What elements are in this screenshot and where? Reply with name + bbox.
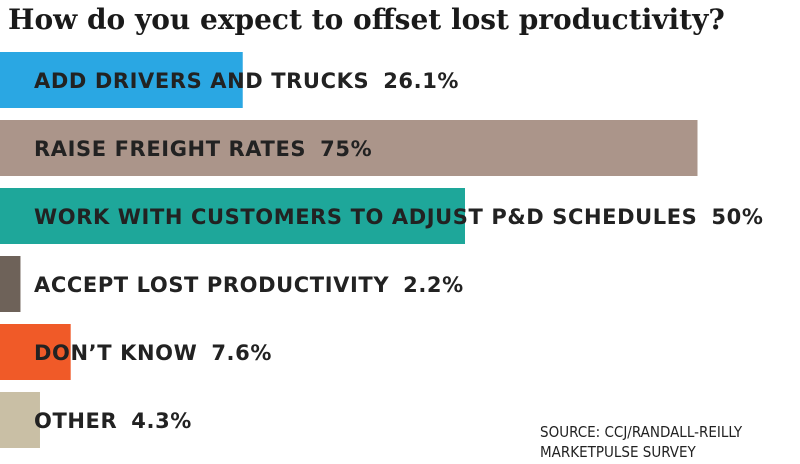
source-line-2: MARKETPULSE SURVEY (540, 443, 696, 461)
bar-label-group: ADD DRIVERS AND TRUCKS 26.1% RAISE FREIGHT… (34, 69, 764, 433)
value-label: 7.6% (211, 341, 272, 365)
category-label: DON’T KNOW (34, 341, 197, 365)
value-label: 75% (320, 137, 372, 161)
bar-label-2: RAISE FREIGHT RATES 75% (34, 137, 372, 161)
bar-3 (0, 188, 465, 244)
bar-label-3: WORK WITH CUSTOMERS TO ADJUST P&D SCHEDU… (34, 205, 764, 229)
category-label: WORK WITH CUSTOMERS TO ADJUST P&D SCHEDU… (34, 205, 697, 229)
category-label: ACCEPT LOST PRODUCTIVITY (34, 273, 389, 297)
bar-label-5: DON’T KNOW 7.6% (34, 341, 272, 365)
category-label: OTHER (34, 409, 117, 433)
bar-label-1: ADD DRIVERS AND TRUCKS 26.1% (34, 69, 459, 93)
bar-5 (0, 324, 71, 380)
category-label: RAISE FREIGHT RATES (34, 137, 306, 161)
value-label: 50% (711, 205, 763, 229)
source-line-1: SOURCE: CCJ/RANDALL-REILLY (540, 423, 743, 441)
bar-2 (0, 120, 698, 176)
category-label: ADD DRIVERS AND TRUCKS (34, 69, 369, 93)
source-note: SOURCE: CCJ/RANDALL-REILLY MARKETPULSE S… (540, 422, 796, 462)
value-label: 4.3% (131, 409, 192, 433)
bar-4 (0, 256, 21, 312)
chart-title: How do you expect to offset lost product… (8, 3, 725, 36)
bar-6 (0, 392, 40, 448)
bar-1 (0, 52, 243, 108)
value-label: 2.2% (403, 273, 464, 297)
bar-label-6: OTHER 4.3% (34, 409, 192, 433)
bar-group (0, 52, 698, 448)
bar-label-4: ACCEPT LOST PRODUCTIVITY 2.2% (34, 273, 464, 297)
value-label: 26.1% (383, 69, 459, 93)
